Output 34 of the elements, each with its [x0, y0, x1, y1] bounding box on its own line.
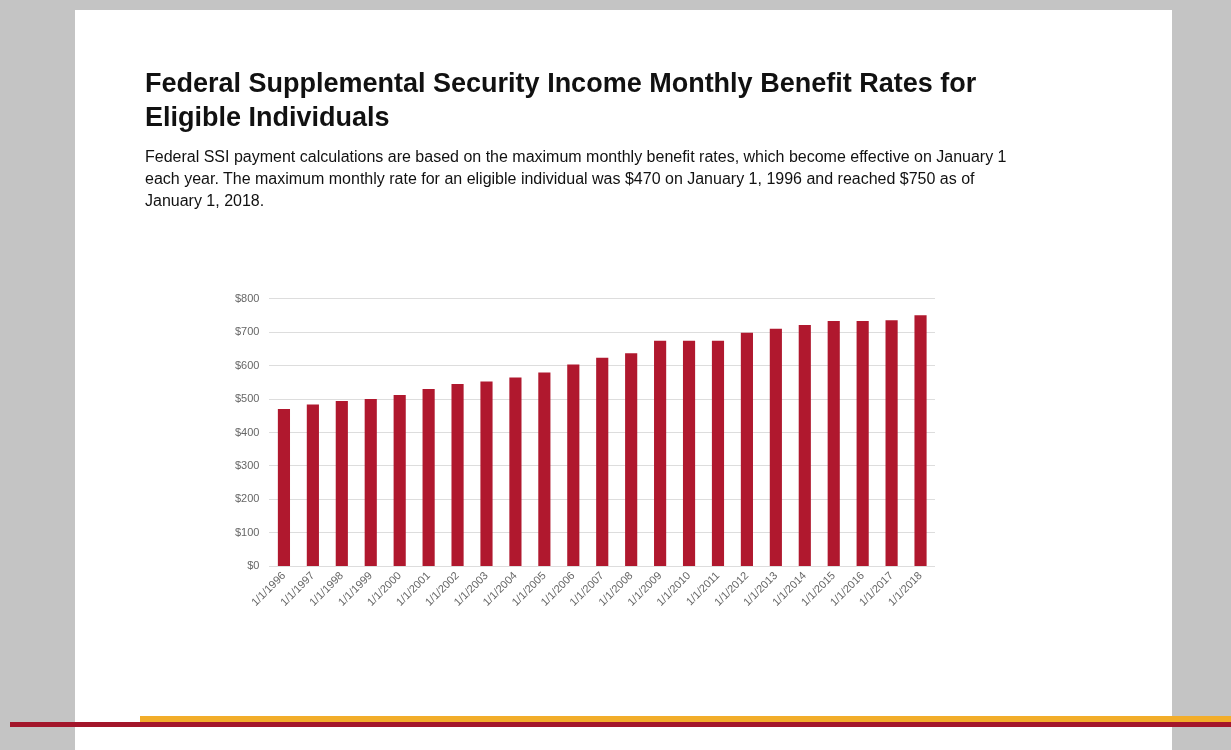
y-tick-label: $700 — [234, 325, 260, 338]
y-tick-label: $600 — [234, 358, 260, 371]
y-tick-label: $200 — [234, 492, 260, 505]
bar — [480, 381, 493, 566]
bar — [827, 321, 840, 566]
bar — [538, 372, 551, 566]
y-tick-label: $500 — [234, 392, 260, 405]
bar — [625, 353, 638, 566]
bar — [393, 395, 406, 566]
y-tick-label: $800 — [234, 291, 260, 304]
bar — [509, 377, 522, 566]
bar — [914, 315, 927, 566]
bar — [567, 364, 580, 566]
bar — [422, 388, 435, 566]
bar — [769, 328, 782, 566]
bar — [451, 383, 464, 566]
bar — [682, 340, 696, 566]
chart-subtitle: Federal SSI payment calculations are based on the maximum monthly benefit rates, which become effective on January 1 each year. The maximum monthly rate for an eligible individual was $470 on January 1, 1996 and reached $750 as of January 1, 2018. — [145, 147, 1008, 211]
bar — [798, 325, 811, 566]
bar — [885, 320, 898, 566]
y-tick-label: $300 — [234, 459, 260, 471]
bar — [335, 401, 348, 566]
bar — [277, 409, 291, 566]
bar — [306, 404, 319, 566]
bar — [856, 321, 869, 566]
bar — [711, 340, 725, 566]
bar — [654, 340, 667, 566]
y-tick-label: $0 — [247, 559, 260, 572]
bar — [740, 332, 753, 566]
y-tick-label: $100 — [234, 525, 260, 538]
bar — [596, 357, 609, 566]
chart-title: Federal Supplemental Security Income Monthly Benefit Rates for Eligible Individuals — [145, 67, 978, 134]
bar — [364, 399, 377, 566]
y-tick-label: $400 — [234, 425, 260, 438]
